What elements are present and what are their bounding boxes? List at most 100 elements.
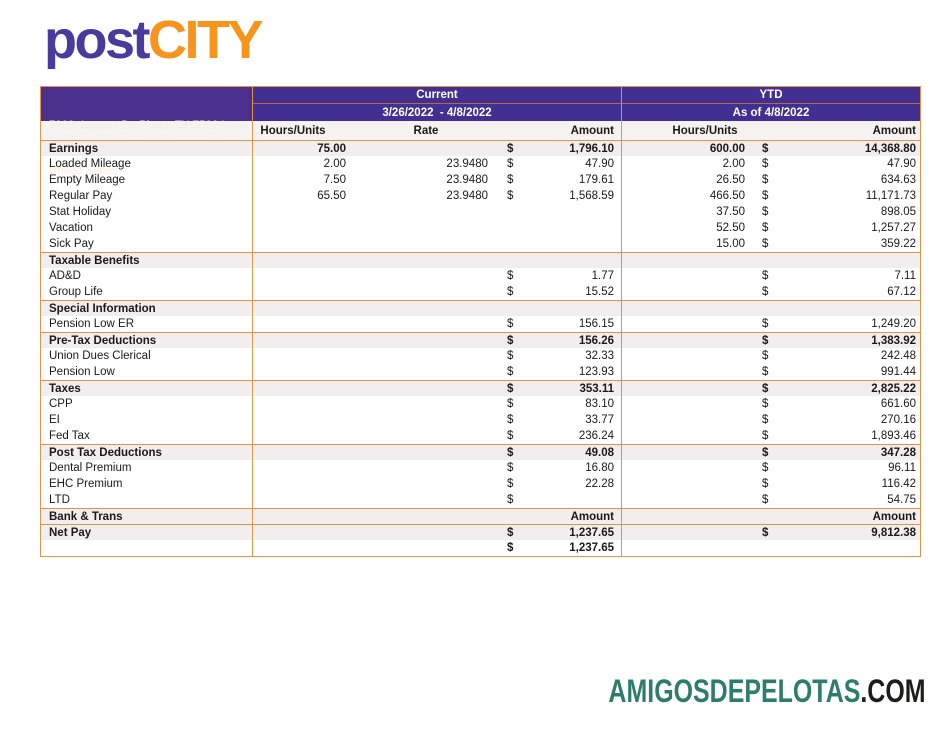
ytd-hours [622, 381, 750, 396]
ytd-amount [750, 253, 920, 268]
ytd-hours [622, 396, 750, 412]
current-rate [361, 509, 491, 524]
ytd-amount: $242.48 [750, 348, 920, 364]
current-hours [253, 284, 361, 300]
current-amount: $123.93 [491, 364, 622, 380]
ytd-amount: $9,812.38 [750, 525, 920, 540]
row-label: Net Pay [41, 525, 253, 540]
ytd-hours [622, 476, 750, 492]
ytd-amount: $1,893.46 [750, 428, 920, 444]
current-rate [361, 204, 491, 220]
dollar-sign: $ [762, 190, 769, 202]
ytd-amount-value: 347.28 [880, 446, 916, 459]
current-amount [491, 236, 622, 252]
ytd-hours: 37.50 [716, 206, 745, 218]
current-hours [253, 412, 361, 428]
ytd-amount: $67.12 [750, 284, 920, 300]
ytd-hours [622, 333, 750, 348]
current-rate [361, 316, 491, 332]
row-label: Bank & Trans [41, 509, 253, 524]
table-header-top: 7900 Legacy Dr, Plano, TX 75024, United … [41, 87, 920, 177]
ytd-amount: $1,249.20 [750, 316, 920, 332]
current-rate [361, 460, 491, 476]
table-row: Special Information [41, 300, 920, 316]
current-amount-value: 1,237.65 [569, 526, 614, 539]
current-amount-value: Amount [570, 510, 614, 523]
ytd-amount: $634.63 [750, 172, 920, 188]
dollar-sign: $ [762, 398, 769, 410]
table-row: Stat Holiday 37.50 $898.05 [41, 204, 920, 220]
dollar-sign: $ [762, 286, 769, 298]
current-rate [361, 253, 491, 268]
current-rate [361, 445, 491, 460]
current-amount: $33.77 [491, 412, 622, 428]
ytd-amount-value: 96.11 [888, 462, 916, 474]
ytd-amount: $54.75 [750, 492, 920, 508]
dollar-sign: $ [507, 286, 514, 298]
pay-table-rows: Earnings 75.00 $1,796.10 600.00 $14,368.80 Lo… [41, 140, 920, 556]
table-row: $1,237.65 [41, 540, 920, 556]
dollar-sign: $ [762, 334, 769, 347]
current-amount-value: 49.08 [585, 446, 614, 459]
ytd-amount-value: 9,812.38 [871, 526, 916, 539]
dollar-sign: $ [507, 494, 514, 506]
current-hours [253, 220, 361, 236]
dollar-sign: $ [762, 158, 769, 170]
current-hours [253, 268, 361, 284]
current-hours: 7.50 [323, 174, 346, 186]
ytd-amount: $11,171.73 [750, 188, 920, 204]
table-row: EI $33.77 $270.16 [41, 412, 920, 428]
current-hours [253, 381, 361, 396]
current-rate [361, 364, 491, 380]
row-label: EI [41, 412, 253, 428]
table-row: Dental Premium $16.80 $96.11 [41, 460, 920, 476]
current-amount: $156.26 [491, 333, 622, 348]
row-label: EHC Premium [41, 476, 253, 492]
label-column-header [41, 121, 253, 140]
ytd-hours: 466.50 [709, 190, 745, 202]
current-amount [491, 301, 622, 316]
ytd-amount-value: 14,368.80 [864, 142, 916, 155]
watermark: AMIGOSDEPELOTAS.COM [609, 674, 926, 708]
current-hours [253, 316, 361, 332]
dollar-sign: $ [507, 190, 514, 202]
row-label: Loaded Mileage [41, 156, 253, 172]
current-amount: $ [491, 492, 622, 508]
current-amount-value: 1,796.10 [569, 142, 614, 155]
ytd-amount: $96.11 [750, 460, 920, 476]
ytd-hours: 600.00 [709, 142, 745, 155]
dollar-sign: $ [507, 414, 514, 426]
logo-post: post [44, 10, 151, 70]
table-row: Group Life $15.52 $67.12 [41, 284, 920, 300]
table-row: Pension Low ER $156.15 $1,249.20 [41, 316, 920, 332]
dollar-sign: $ [507, 398, 514, 410]
ytd-period: As of 4/8/2022 [622, 104, 920, 121]
current-rate: 23.9480 [446, 158, 488, 170]
dollar-sign: $ [507, 462, 514, 474]
current-amount-value: 1.77 [591, 270, 614, 282]
table-row: Taxable Benefits [41, 252, 920, 268]
paystub-table: 7900 Legacy Dr, Plano, TX 75024, United … [40, 86, 921, 557]
current-rate [361, 476, 491, 492]
ytd-amount-value: 634.63 [880, 174, 916, 186]
row-label: CPP [41, 396, 253, 412]
dollar-sign: $ [762, 270, 769, 282]
current-amount-value: 22.28 [585, 478, 614, 490]
ytd-hours [622, 509, 750, 524]
row-label: Union Dues Clerical [41, 348, 253, 364]
ytd-amount [750, 540, 920, 556]
table-row: Bank & Trans Amount Amount [41, 508, 920, 524]
current-amount-value: 47.90 [585, 158, 614, 170]
ytd-section-title: YTD [622, 87, 920, 104]
current-amount [491, 220, 622, 236]
ytd-amount: $991.44 [750, 364, 920, 380]
current-amount: $1.77 [491, 268, 622, 284]
current-rate [361, 284, 491, 300]
current-amount-value: 32.33 [585, 350, 614, 362]
ytd-hours: 26.50 [716, 174, 745, 186]
dollar-sign: $ [762, 446, 769, 459]
current-rate [361, 412, 491, 428]
ytd-amount: $661.60 [750, 396, 920, 412]
ytd-amount: $47.90 [750, 156, 920, 172]
ytd-amount: $2,825.22 [750, 381, 920, 396]
